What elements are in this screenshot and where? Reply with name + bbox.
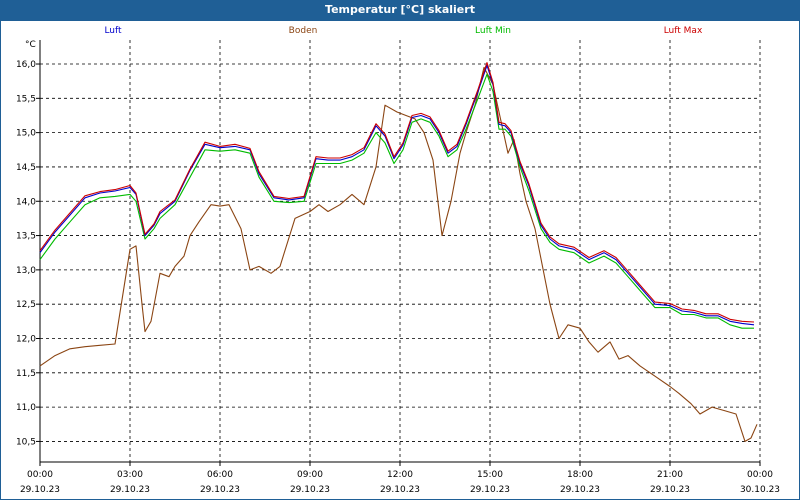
legend-item-luft-max: Luft Max xyxy=(664,26,703,36)
x-tick-date-label: 30.10.23 xyxy=(740,485,780,495)
legend-item-boden: Boden xyxy=(289,26,318,36)
y-tick-label: 15,5 xyxy=(16,94,36,104)
x-tick-date-label: 29.10.23 xyxy=(200,485,240,495)
x-tick-time-label: 18:00 xyxy=(567,470,593,480)
x-tick-time-label: 03:00 xyxy=(117,470,143,480)
x-tick-date-label: 29.10.23 xyxy=(110,485,150,495)
series-lines xyxy=(39,62,758,442)
x-tick-time-label: 09:00 xyxy=(297,470,323,480)
y-tick-label: 11,0 xyxy=(16,403,36,413)
y-tick-label: 12,0 xyxy=(16,334,36,344)
x-tick-date-label: 29.10.23 xyxy=(380,485,420,495)
series-line-luft-min xyxy=(39,73,754,329)
series-line-luft-max xyxy=(39,62,755,323)
x-tick-time-label: 06:00 xyxy=(207,470,233,480)
y-tick-label: 11,5 xyxy=(16,369,36,379)
x-tick-time-label: 00:00 xyxy=(27,470,53,480)
y-tick-label: 16,0 xyxy=(16,60,36,70)
x-tick-date-label: 29.10.23 xyxy=(560,485,600,495)
legend-item-luft: Luft xyxy=(104,26,122,36)
x-tick-date-label: 29.10.23 xyxy=(20,485,60,495)
series-line-luft xyxy=(39,64,755,326)
series-line-boden xyxy=(39,66,758,442)
x-tick-time-label: 15:00 xyxy=(477,470,503,480)
y-tick-label: 12,5 xyxy=(16,300,36,310)
x-tick-date-label: 29.10.23 xyxy=(290,485,330,495)
y-tick-label: 13,0 xyxy=(16,266,36,276)
y-tick-label: 15,0 xyxy=(16,129,36,139)
y-tick-label: 14,0 xyxy=(16,197,36,207)
x-tick-time-label: 00:00 xyxy=(747,470,773,480)
chart-title: Temperatur [°C] skaliert xyxy=(0,0,800,20)
axes: 16,0 15,5 15,0 14,5 14,0 13,5 13,0 12,5 12,0 11,5… xyxy=(16,40,780,495)
y-tick-label: 10,5 xyxy=(16,437,36,447)
x-tick-time-label: 21:00 xyxy=(657,470,683,480)
legend-item-luft-min: Luft Min xyxy=(475,26,511,36)
x-tick-time-label: 12:00 xyxy=(387,470,413,480)
y-axis-unit-label: °C xyxy=(25,40,36,50)
x-tick-date-label: 29.10.23 xyxy=(650,485,690,495)
grid xyxy=(40,40,761,462)
legend: Luft Boden Luft Min Luft Max xyxy=(104,26,703,36)
x-tick-date-label: 29.10.23 xyxy=(470,485,510,495)
y-tick-label: 14,5 xyxy=(16,163,36,173)
y-tick-label: 13,5 xyxy=(16,232,36,242)
